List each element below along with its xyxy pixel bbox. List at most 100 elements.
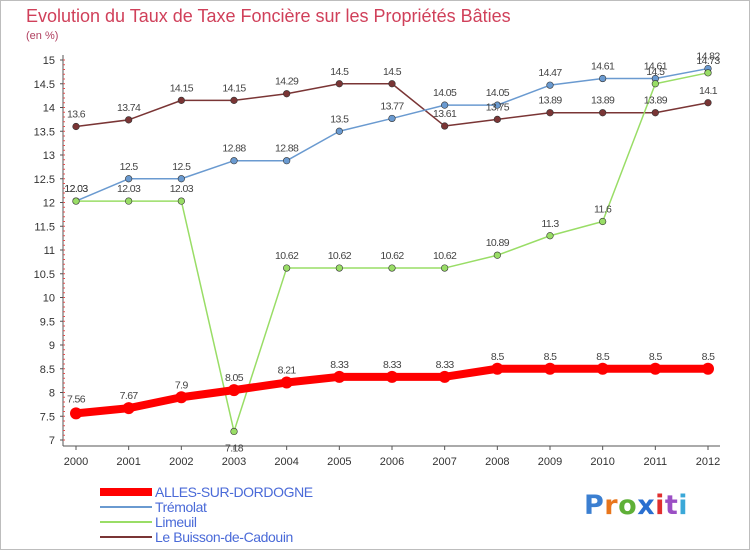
data-point: [546, 109, 554, 117]
data-label: 7.56: [67, 393, 86, 405]
data-label: 14.73: [696, 55, 720, 67]
data-label: 10.62: [275, 250, 299, 262]
data-point: [546, 81, 554, 89]
logo-letter: o: [618, 490, 638, 521]
data-point: [177, 175, 185, 183]
y-tick-label: 14.5: [34, 79, 55, 91]
data-label: 8.5: [544, 351, 558, 363]
data-label: 14.61: [591, 61, 615, 73]
data-label: 14.5: [330, 66, 349, 78]
data-label: 11.6: [594, 204, 612, 216]
y-tick-label: 13: [43, 150, 55, 162]
data-point: [230, 96, 238, 104]
data-label: 7.9: [175, 379, 189, 391]
data-point: [177, 197, 185, 205]
y-tick-label: 8: [49, 388, 55, 400]
data-point: [388, 114, 396, 123]
data-label: 12.03: [170, 183, 194, 195]
x-tick-label: 2012: [696, 456, 720, 468]
y-tick-label: 14: [43, 103, 55, 115]
data-point: [122, 402, 135, 415]
data-label: 12.5: [120, 161, 139, 173]
data-label: 12.88: [275, 143, 299, 155]
data-point: [599, 109, 607, 117]
data-label: 8.5: [491, 351, 505, 363]
data-label: 8.5: [596, 351, 610, 363]
legend-item: ALLES-SUR-DORDOGNE: [100, 484, 400, 500]
data-point: [388, 80, 396, 88]
data-point: [651, 109, 659, 117]
legend-swatch: [100, 488, 152, 496]
y-tick-label: 7.5: [40, 411, 55, 423]
y-tick-label: 10: [43, 293, 55, 305]
data-label: 13.5: [330, 113, 349, 125]
data-label: 13.89: [591, 95, 615, 107]
data-point: [125, 197, 133, 205]
data-point: [283, 90, 291, 98]
data-label: 14.05: [433, 87, 457, 99]
logo-letter: P: [584, 490, 605, 521]
y-tick-label: 12: [43, 198, 55, 210]
y-tick-label: 9.5: [40, 316, 55, 328]
data-point: [599, 217, 607, 226]
logo-letter: i: [678, 490, 689, 521]
data-label: 8.33: [383, 359, 402, 371]
data-label: 13.6: [67, 109, 86, 121]
data-label: 13.89: [644, 95, 668, 107]
series-0: [70, 362, 714, 420]
data-point: [491, 362, 504, 375]
data-label: 8.33: [330, 359, 349, 371]
data-label: 13.75: [486, 101, 510, 113]
logo-letter: r: [604, 490, 619, 521]
data-label: 14.5: [646, 66, 665, 78]
data-point: [230, 427, 238, 436]
legend-swatch: [100, 521, 152, 523]
data-label: 10.62: [433, 250, 457, 262]
data-label: 12.88: [222, 143, 246, 155]
data-point: [441, 122, 449, 130]
x-tick-label: 2008: [485, 456, 509, 468]
data-point: [70, 407, 82, 420]
x-tick-label: 2005: [327, 456, 351, 468]
data-point: [333, 370, 346, 383]
x-tick-label: 2004: [274, 456, 298, 468]
data-point: [493, 101, 501, 109]
data-point: [438, 370, 451, 383]
data-label: 12.03: [64, 183, 88, 195]
y-tick-label: 10.5: [34, 269, 55, 281]
x-tick-label: 2011: [644, 456, 668, 468]
data-label: 10.89: [486, 237, 510, 249]
chart-title: Evolution du Taux de Taxe Foncière sur l…: [26, 6, 511, 26]
data-point: [704, 99, 712, 107]
legend-label: Limeuil: [155, 514, 197, 530]
y-tick-label: 15: [43, 55, 55, 67]
data-point: [649, 362, 662, 375]
data-label: 14.15: [170, 82, 194, 94]
y-tick-label: 11.5: [34, 221, 55, 233]
y-tick-label: 9: [49, 340, 55, 352]
y-tick-label: 12.5: [34, 174, 55, 186]
data-point: [544, 362, 556, 375]
x-tick-label: 2006: [380, 456, 404, 468]
data-point: [704, 69, 712, 77]
data-point: [72, 122, 80, 131]
data-point: [388, 264, 396, 272]
x-tick-label: 2002: [169, 456, 193, 468]
y-tick-label: 8.5: [40, 364, 55, 376]
data-point: [335, 80, 343, 88]
data-label: 14.82: [696, 51, 720, 63]
data-label: 14.05: [486, 87, 510, 99]
data-point: [441, 264, 449, 272]
data-point: [546, 232, 554, 240]
data-point: [493, 115, 501, 123]
data-label: 8.5: [702, 351, 716, 363]
data-point: [175, 391, 188, 404]
data-point: [335, 127, 343, 135]
x-tick-label: 2007: [432, 456, 456, 468]
data-label: 8.5: [649, 351, 663, 363]
data-point: [335, 264, 343, 272]
legend-label: ALLES-SUR-DORDOGNE: [155, 484, 313, 500]
y-tick-label: 7: [49, 435, 55, 447]
x-tick-label: 2000: [64, 456, 88, 468]
data-label: 13.74: [117, 102, 141, 114]
